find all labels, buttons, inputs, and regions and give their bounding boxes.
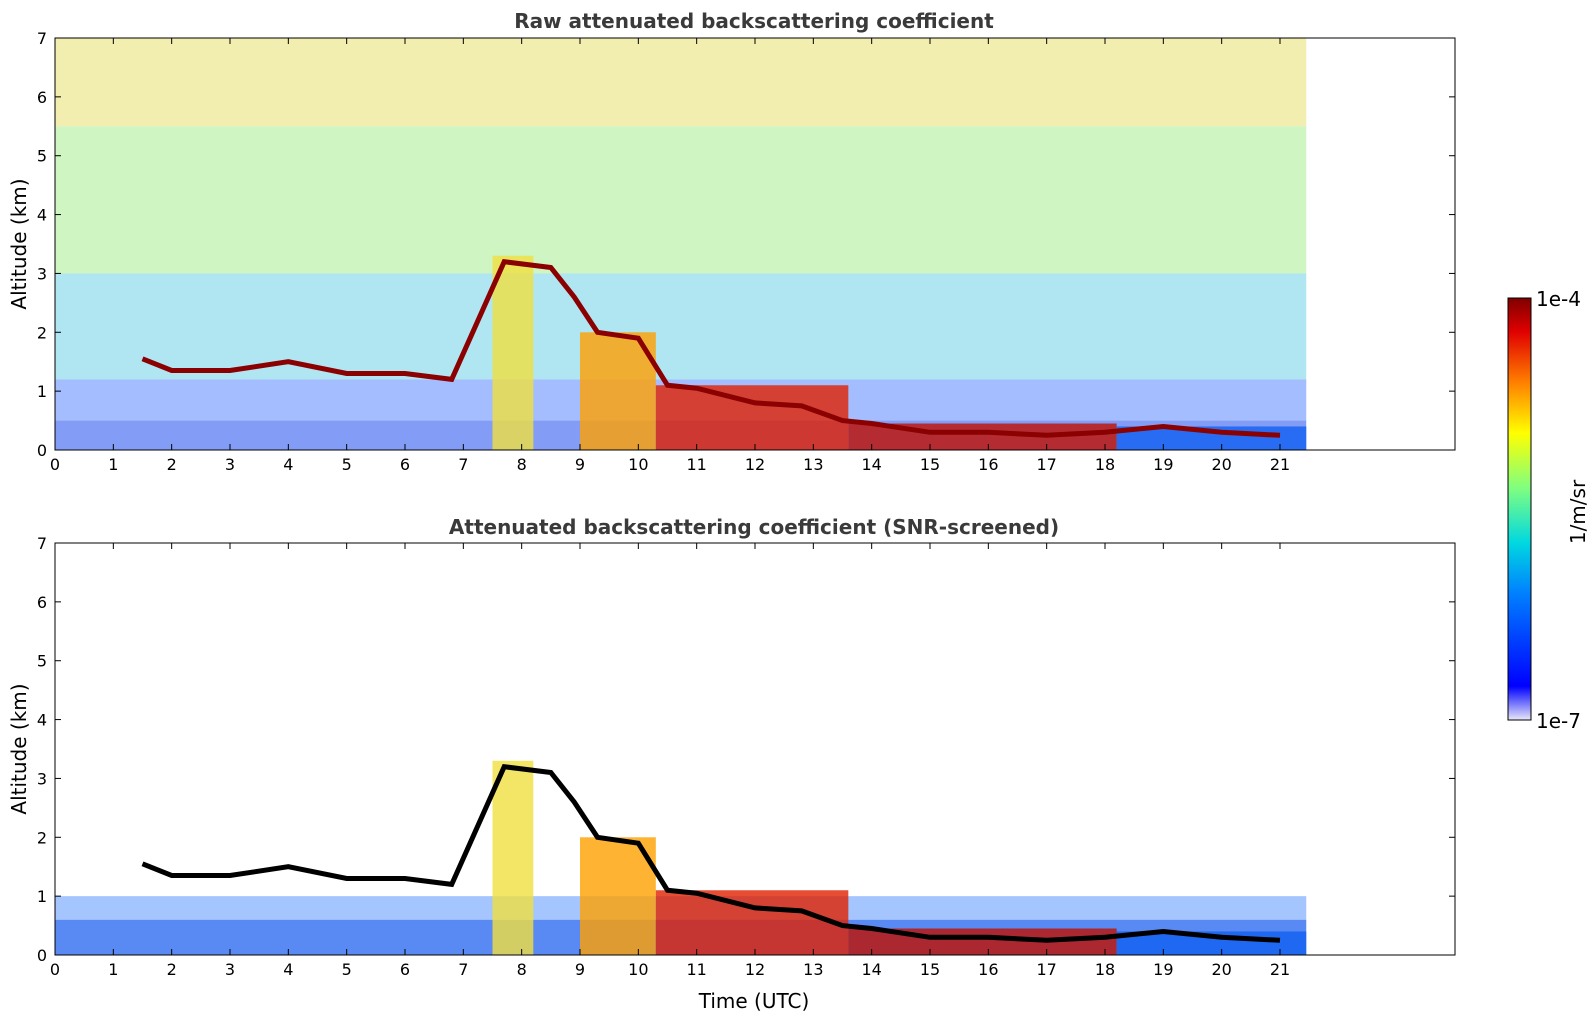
x-tick-label: 1 bbox=[108, 455, 118, 474]
y-tick-label: 4 bbox=[37, 711, 47, 730]
x-tick-label: 6 bbox=[400, 960, 410, 979]
y-tick-label: 2 bbox=[37, 828, 47, 847]
y-tick-label: 6 bbox=[37, 593, 47, 612]
panel-screened-y-ticks: 0 1 2 3 4 5 6 7 bbox=[37, 534, 1455, 965]
panel-screened-heatmap bbox=[55, 760, 1307, 955]
heatmap-feature bbox=[655, 890, 849, 955]
y-tick-label: 2 bbox=[37, 323, 47, 342]
x-tick-label: 6 bbox=[400, 455, 410, 474]
colorbar: 1e-4 1e-7 1/m/sr bbox=[1507, 287, 1590, 733]
heatmap-feature bbox=[580, 332, 656, 450]
x-tick-label: 12 bbox=[745, 960, 765, 979]
x-tick-label: 10 bbox=[628, 960, 648, 979]
x-tick-label: 5 bbox=[342, 960, 352, 979]
x-tick-label: 17 bbox=[1036, 455, 1056, 474]
y-tick-label: 5 bbox=[37, 147, 47, 166]
y-tick-label: 4 bbox=[37, 206, 47, 225]
x-tick-label: 2 bbox=[167, 455, 177, 474]
panel-screened: Attenuated backscattering coefficient (S… bbox=[7, 515, 1456, 1013]
x-tick-label: 9 bbox=[575, 455, 585, 474]
x-tick-label: 0 bbox=[50, 960, 60, 979]
x-tick-label: 2 bbox=[167, 960, 177, 979]
x-tick-label: 3 bbox=[225, 455, 235, 474]
x-tick-label: 20 bbox=[1211, 960, 1231, 979]
x-tick-label: 11 bbox=[686, 960, 706, 979]
x-tick-label: 14 bbox=[861, 455, 881, 474]
x-tick-label: 4 bbox=[283, 455, 293, 474]
x-tick-label: 16 bbox=[978, 455, 998, 474]
y-tick-label: 7 bbox=[37, 534, 47, 553]
x-tick-label: 7 bbox=[458, 960, 468, 979]
x-tick-label: 14 bbox=[861, 960, 881, 979]
panel-raw-y-ticks: 0 1 2 3 4 5 6 7 bbox=[37, 29, 1455, 460]
colorbar-min-label: 1e-7 bbox=[1536, 709, 1581, 733]
x-tick-label: 13 bbox=[803, 455, 823, 474]
y-tick-label: 3 bbox=[37, 769, 47, 788]
x-tick-label: 19 bbox=[1153, 455, 1173, 474]
x-tick-label: 17 bbox=[1036, 960, 1056, 979]
x-tick-label: 9 bbox=[575, 960, 585, 979]
panel-raw: Raw attenuated backscattering coefficien… bbox=[7, 9, 1456, 474]
y-tick-label: 5 bbox=[37, 652, 47, 671]
x-tick-label: 4 bbox=[283, 960, 293, 979]
heatmap-band bbox=[55, 126, 1307, 274]
cloud-layer-line bbox=[141, 763, 1281, 943]
heatmap-band bbox=[55, 38, 1307, 127]
y-tick-label: 0 bbox=[37, 441, 47, 460]
x-tick-label: 18 bbox=[1095, 455, 1115, 474]
panel-raw-title: Raw attenuated backscattering coefficien… bbox=[514, 9, 994, 33]
x-tick-label: 10 bbox=[628, 455, 648, 474]
panel-screened-title: Attenuated backscattering coefficient (S… bbox=[449, 515, 1059, 539]
panel-screened-x-ticks: 0 1 2 3 4 5 6 7 8 9 10 11 12 13 14 15 16 17 18 19 20 21 bbox=[50, 543, 1290, 979]
colorbar-gradient bbox=[1507, 297, 1532, 721]
panel-raw-x-ticks: 0 1 2 3 4 5 6 7 8 9 10 11 12 13 14 15 16 17 18 19 20 21 bbox=[50, 38, 1290, 474]
x-tick-label: 7 bbox=[458, 455, 468, 474]
x-tick-label: 21 bbox=[1270, 455, 1290, 474]
x-tick-label: 20 bbox=[1211, 455, 1231, 474]
x-tick-label: 1 bbox=[108, 960, 118, 979]
y-tick-label: 1 bbox=[37, 382, 47, 401]
colorbar-max-label: 1e-4 bbox=[1536, 287, 1581, 311]
x-tick-label: 15 bbox=[920, 960, 940, 979]
x-tick-label: 13 bbox=[803, 960, 823, 979]
x-tick-label: 11 bbox=[686, 455, 706, 474]
x-tick-label: 15 bbox=[920, 455, 940, 474]
x-tick-label: 0 bbox=[50, 455, 60, 474]
heatmap-band bbox=[55, 273, 1307, 380]
heatmap-feature bbox=[655, 385, 849, 450]
colorbar-unit-label: 1/m/sr bbox=[1566, 479, 1590, 544]
y-tick-label: 1 bbox=[37, 887, 47, 906]
x-tick-label: 19 bbox=[1153, 960, 1173, 979]
y-tick-label: 3 bbox=[37, 264, 47, 283]
panel-raw-heatmap bbox=[55, 38, 1307, 450]
cloud-layer-line bbox=[141, 258, 1281, 438]
x-tick-label: 3 bbox=[225, 960, 235, 979]
heatmap-feature bbox=[492, 255, 534, 450]
heatmap-feature bbox=[580, 837, 656, 955]
panel-screened-y-axis-label: Altitude (km) bbox=[7, 683, 31, 814]
x-tick-label: 21 bbox=[1270, 960, 1290, 979]
panel-raw-y-axis-label: Altitude (km) bbox=[7, 178, 31, 309]
x-tick-label: 12 bbox=[745, 455, 765, 474]
x-tick-label: 8 bbox=[517, 455, 527, 474]
y-tick-label: 0 bbox=[37, 946, 47, 965]
panel-screened-x-axis-label: Time (UTC) bbox=[698, 989, 810, 1013]
heatmap-feature bbox=[492, 760, 534, 955]
x-tick-label: 18 bbox=[1095, 960, 1115, 979]
x-tick-label: 8 bbox=[517, 960, 527, 979]
y-tick-label: 6 bbox=[37, 88, 47, 107]
x-tick-label: 5 bbox=[342, 455, 352, 474]
y-tick-label: 7 bbox=[37, 29, 47, 48]
x-tick-label: 16 bbox=[978, 960, 998, 979]
